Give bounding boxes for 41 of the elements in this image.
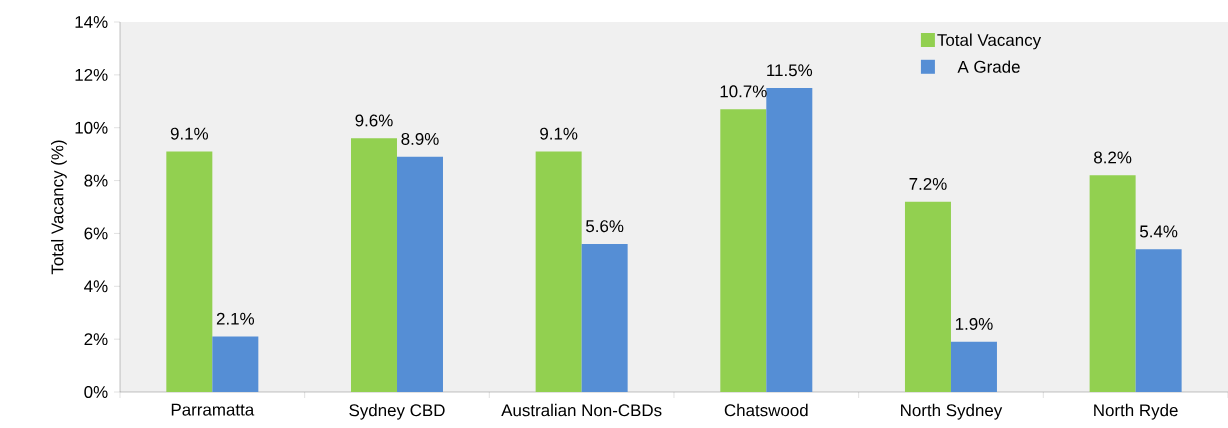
x-tick-label: North Sydney	[901, 403, 1003, 420]
data-label: 8.9%	[401, 132, 439, 145]
bar	[904, 201, 951, 392]
y-tick-label: 8%	[84, 174, 108, 187]
bar	[581, 244, 628, 392]
x-tick-label: Chatswood	[724, 403, 808, 417]
bar	[1135, 249, 1182, 392]
legend-label: Total Vacancy	[937, 33, 1042, 50]
data-label: 5.6%	[586, 220, 624, 233]
x-tick-label: Sydney CBD	[349, 403, 445, 420]
data-label: 1.9%	[955, 317, 993, 330]
bar	[166, 151, 213, 392]
data-label: 2.1%	[216, 312, 255, 325]
bar	[212, 336, 259, 392]
y-tick-label: 0%	[84, 386, 108, 398]
data-label: 5.4%	[1139, 225, 1178, 238]
bar	[720, 109, 767, 392]
y-tick-label: 6%	[84, 227, 108, 240]
bar	[535, 151, 582, 392]
data-label: 9.1%	[170, 127, 209, 140]
y-tick-label: 12%	[75, 68, 108, 81]
data-label: 10.7%	[720, 85, 767, 98]
data-label: 11.5%	[767, 64, 813, 77]
data-label: 9.6%	[355, 114, 393, 127]
bar	[1089, 175, 1136, 392]
legend-label: A Grade	[957, 60, 1020, 73]
data-label: 8.2%	[1094, 151, 1132, 164]
y-axis-title: Total Vacancy (%)	[50, 140, 67, 275]
x-tick-label: North Ryde	[1094, 403, 1178, 420]
bar	[950, 341, 997, 392]
data-label: 7.2%	[909, 177, 947, 190]
x-tick-label: Parramatta	[171, 403, 255, 416]
y-tick-label: 10%	[75, 121, 108, 134]
bar	[396, 156, 443, 392]
bar	[766, 88, 813, 392]
y-tick-label: 2%	[84, 333, 108, 346]
x-tick-label: Australian Non-CBDs	[501, 403, 662, 417]
y-tick-label: 14%	[75, 16, 108, 28]
bar	[350, 138, 397, 392]
data-label: 9.1%	[540, 127, 578, 140]
y-tick-label: 4%	[84, 280, 108, 293]
